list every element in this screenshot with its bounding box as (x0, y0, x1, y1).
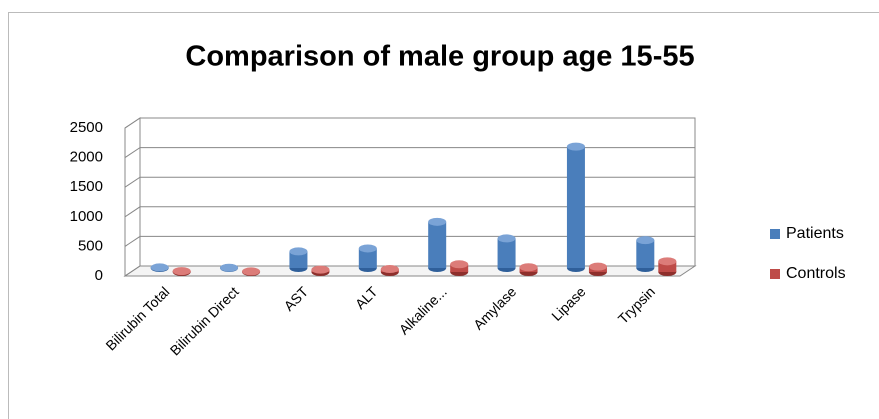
y-tick-label: 500 (78, 237, 103, 254)
cylinder (658, 257, 677, 276)
chart-title: Comparison of male group age 15-55 (185, 41, 694, 73)
cylinder (289, 247, 308, 272)
cylinder (358, 244, 377, 272)
bar (428, 221, 447, 268)
bar (658, 261, 677, 272)
cylinder-top (450, 260, 469, 269)
cylinder-top (358, 244, 377, 253)
y-tick-label: 0 (95, 267, 103, 284)
cylinder-top (497, 234, 516, 243)
cylinder-top (150, 263, 169, 272)
grid-line (124, 147, 695, 159)
y-tick-label: 1500 (70, 178, 103, 195)
cylinder-top (636, 236, 655, 245)
cylinder (519, 263, 538, 276)
cylinder-top (289, 247, 308, 256)
bar (497, 238, 516, 268)
cylinder-top (588, 262, 607, 271)
bar (636, 240, 655, 268)
cylinder (636, 236, 655, 272)
cylinder (497, 234, 516, 272)
cylinder-top (172, 267, 191, 276)
legend-swatch (770, 229, 780, 239)
legend-swatch (770, 269, 780, 279)
cylinder (428, 217, 447, 272)
bar (358, 248, 377, 268)
bar (566, 146, 585, 268)
cylinder (450, 260, 469, 276)
bar (289, 251, 308, 268)
grid-line (124, 117, 695, 129)
cylinder-top (242, 267, 261, 276)
cylinder (566, 142, 585, 272)
y-tick-label: 2500 (70, 119, 103, 136)
grid-line (124, 176, 695, 188)
back-wall (139, 117, 696, 267)
side-wall (124, 117, 141, 277)
cylinder (311, 265, 330, 276)
cylinder-top (658, 257, 677, 266)
cylinder (380, 265, 399, 276)
grid-line (124, 206, 695, 218)
cylinder-top (380, 265, 399, 274)
cylinder (220, 263, 239, 272)
cylinder-top (311, 265, 330, 274)
legend-label: Patients (786, 225, 844, 242)
cylinder-top (566, 142, 585, 151)
floor (123, 265, 697, 277)
cylinder (588, 262, 607, 276)
cylinder-top (519, 263, 538, 272)
cylinder (172, 267, 191, 276)
cylinder (150, 263, 169, 272)
legend-label: Controls (786, 265, 846, 282)
cylinder (242, 267, 261, 276)
y-tick-label: 1000 (70, 208, 103, 225)
y-tick-label: 2000 (70, 149, 103, 166)
cylinder-top (220, 263, 239, 272)
cylinder-top (428, 217, 447, 226)
